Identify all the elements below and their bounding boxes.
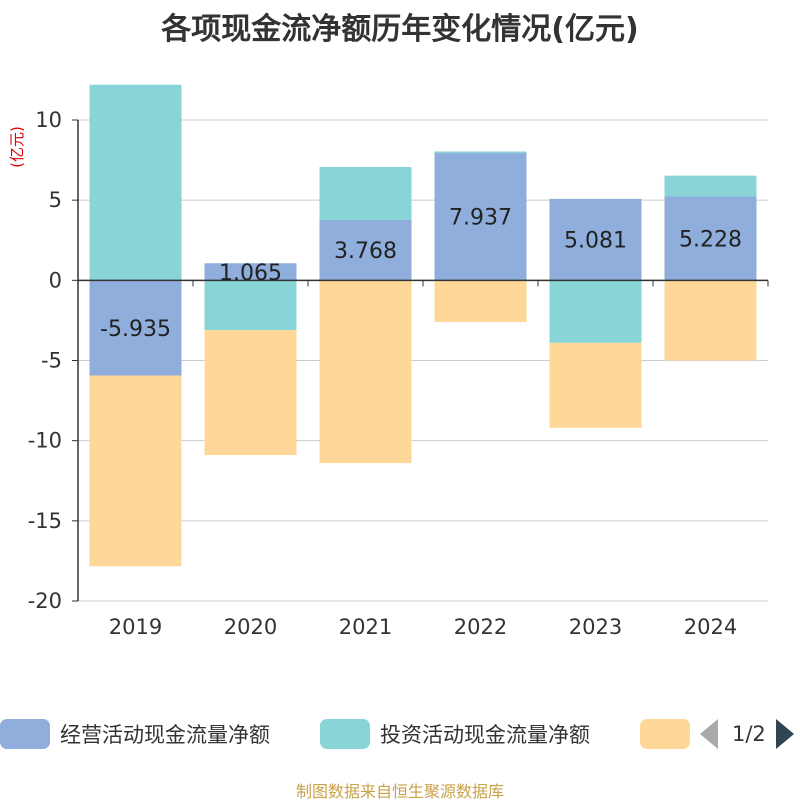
bar-1-2019 <box>89 280 182 376</box>
bar-3-2022 <box>434 280 527 323</box>
legend-item-investing[interactable]: 投资活动现金流量净额 <box>320 714 590 754</box>
legend-swatch-operating <box>0 719 50 749</box>
bar-1-2022 <box>434 153 527 281</box>
data-labels: -5.935 1.065 3.768 7.937 5.081 5.228 <box>100 206 742 342</box>
bar-3-2021 <box>319 280 412 464</box>
legend-item-financing[interactable] <box>640 714 700 754</box>
y-tick-label: -15 <box>28 509 62 533</box>
bar-1-2023 <box>549 198 642 281</box>
x-tick-label: 2021 <box>339 615 392 639</box>
bar-2-2020 <box>204 280 297 331</box>
bar-3-2020 <box>204 330 297 456</box>
y-tick-label: 10 <box>35 108 62 132</box>
bar-3-2023 <box>549 342 642 428</box>
y-tick-label: -20 <box>28 589 62 613</box>
legend-pager: 1/2 <box>700 714 794 754</box>
bar-1-2024 <box>664 196 757 281</box>
bar-2-2021 <box>319 167 412 220</box>
chevron-left-icon[interactable] <box>700 719 718 749</box>
bar-3-2019 <box>89 375 182 567</box>
x-tick-label: 2019 <box>109 615 162 639</box>
data-label: -5.935 <box>100 317 171 342</box>
bar-2-2024 <box>664 175 757 197</box>
data-label: 1.065 <box>219 261 282 286</box>
legend-swatch-financing <box>640 719 690 749</box>
legend-label-investing: 投资活动现金流量净额 <box>380 723 590 747</box>
x-tick-label: 2020 <box>224 615 277 639</box>
grid-lines <box>78 119 768 602</box>
x-tick-label: 2023 <box>569 615 622 639</box>
y-tick-label: 0 <box>49 268 62 292</box>
chart: 10 5 0 -5 -10 -15 -20 (亿元) 2019 2020 2021 2022 2023 2… <box>8 84 769 639</box>
chevron-right-icon[interactable] <box>775 719 794 749</box>
bar-3-2024 <box>664 280 757 361</box>
axes: 10 5 0 -5 -10 -15 -20 (亿元) 2019 2020 2021 2022 2023 2… <box>8 108 769 639</box>
legend-swatch-investing <box>320 719 370 749</box>
x-tick-label: 2022 <box>454 615 507 639</box>
y-tick-label: 5 <box>49 188 62 212</box>
data-label: 5.228 <box>679 227 742 252</box>
bar-2-2023 <box>549 280 642 343</box>
x-tick-label: 2024 <box>684 615 737 639</box>
y-axis-title: (亿元) <box>8 126 26 168</box>
data-label: 3.768 <box>334 239 397 264</box>
bar-2-2019 <box>89 84 182 281</box>
data-label: 7.937 <box>449 206 512 231</box>
legend-item-operating[interactable]: 经营活动现金流量净额 <box>0 714 270 754</box>
legend-page-indicator: 1/2 <box>732 722 766 746</box>
bar-1-2020 <box>204 263 297 281</box>
data-label: 5.081 <box>564 229 627 254</box>
bars <box>89 84 757 567</box>
y-tick-label: -10 <box>28 429 62 453</box>
bar-1-2021 <box>319 219 412 281</box>
chart-title: 各项现金流净额历年变化情况(亿元) <box>161 12 639 47</box>
legend: 经营活动现金流量净额 投资活动现金流量净额 1/2 <box>0 714 800 754</box>
footer-source: 制图数据来自恒生聚源数据库 <box>295 782 504 801</box>
bar-2-2022 <box>434 151 527 154</box>
y-tick-label: -5 <box>41 349 62 373</box>
legend-label-operating: 经营活动现金流量净额 <box>60 723 270 747</box>
